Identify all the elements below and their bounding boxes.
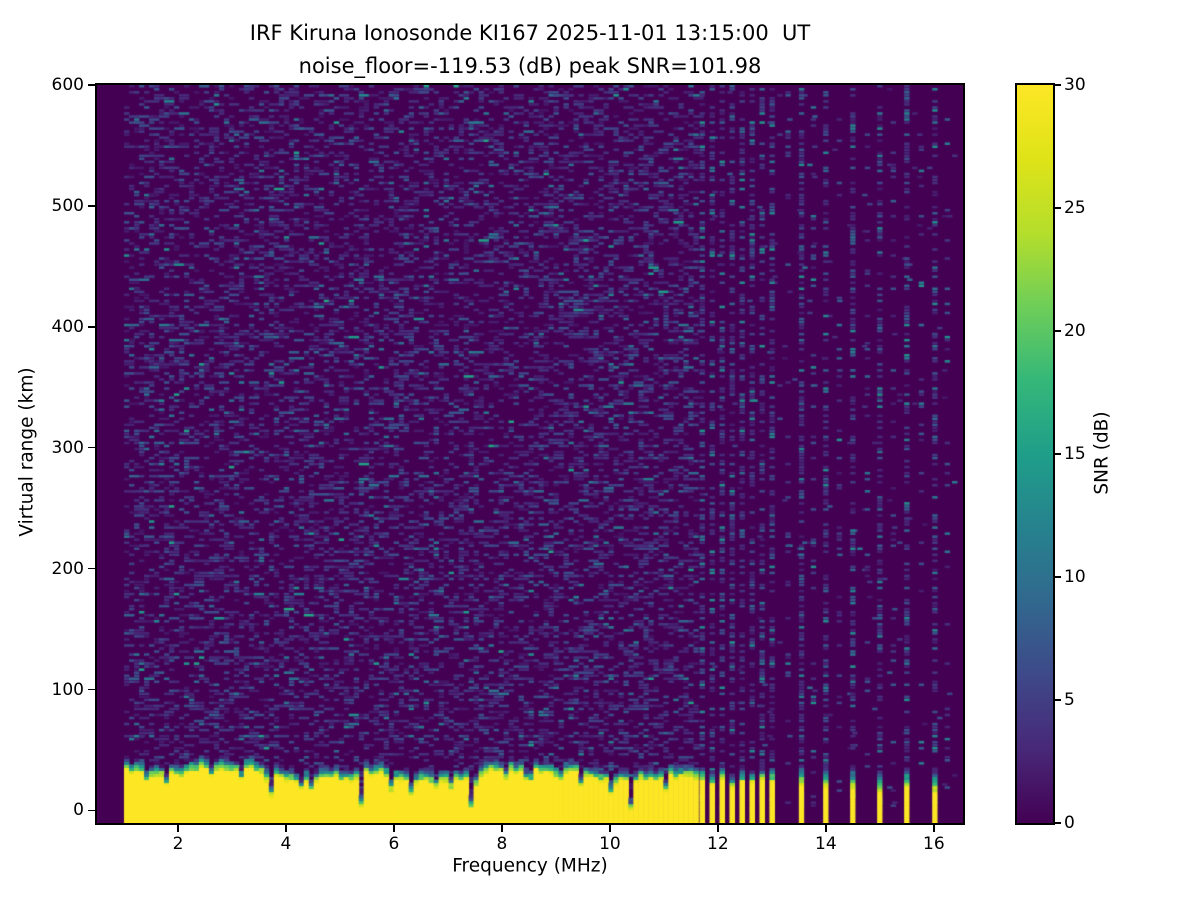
- x-tick-mark: [933, 825, 935, 832]
- colorbar-tick-mark: [1055, 699, 1061, 701]
- y-tick-label: 400: [51, 316, 84, 337]
- y-tick-mark: [88, 688, 95, 691]
- y-tick-label: 100: [51, 679, 84, 700]
- colorbar-tick-label: 0: [1064, 813, 1075, 833]
- y-tick-mark: [88, 205, 95, 207]
- x-tick-mark: [501, 825, 503, 832]
- x-tick-mark: [717, 825, 719, 832]
- x-tick-mark: [285, 825, 287, 832]
- colorbar-tick-label: 15: [1064, 444, 1086, 464]
- y-tick-mark: [88, 567, 95, 570]
- colorbar-tick-label: 30: [1064, 75, 1086, 95]
- y-tick-label: 600: [51, 75, 84, 95]
- colorbar-tick-label: 10: [1064, 567, 1086, 587]
- y-tick-label: 500: [51, 195, 84, 216]
- y-tick-label: 200: [51, 558, 84, 579]
- colorbar-tick-mark: [1055, 453, 1061, 455]
- colorbar-tick-mark: [1055, 84, 1061, 86]
- x-axis-label: Frequency (MHz): [452, 855, 608, 877]
- ionogram-heatmap: [97, 85, 963, 823]
- x-tick-label: 8: [496, 834, 508, 854]
- x-tick-mark: [393, 825, 395, 832]
- x-tick-label: 12: [707, 834, 729, 854]
- x-tick-label: 6: [388, 834, 400, 854]
- x-tick-mark: [609, 825, 611, 832]
- x-tick-label: 10: [599, 834, 621, 854]
- y-tick-mark: [88, 809, 95, 812]
- x-tick-label: 2: [172, 834, 184, 854]
- x-tick-mark: [177, 825, 179, 832]
- plot-area: [95, 83, 965, 825]
- y-tick-label: 0: [73, 800, 84, 821]
- y-tick-mark: [88, 446, 95, 449]
- colorbar-label: SNR (dB): [1091, 411, 1113, 495]
- colorbar-tick-label: 25: [1064, 198, 1086, 218]
- chart-title: IRF Kiruna Ionosonde KI167 2025-11-01 13…: [249, 21, 811, 45]
- x-tick-label: 4: [280, 834, 292, 854]
- x-tick-mark: [825, 825, 827, 832]
- colorbar-tick-label: 5: [1064, 690, 1075, 710]
- colorbar-tick-label: 20: [1064, 321, 1086, 341]
- x-tick-label: 16: [923, 834, 945, 854]
- colorbar-tick-mark: [1055, 207, 1061, 209]
- y-tick-mark: [88, 84, 95, 86]
- colorbar-tick-mark: [1055, 330, 1061, 332]
- y-tick-mark: [88, 326, 95, 328]
- x-tick-label: 14: [815, 834, 837, 854]
- colorbar: [1015, 83, 1055, 825]
- colorbar-tick-mark: [1055, 576, 1061, 578]
- chart-subtitle: noise_floor=-119.53 (dB) peak SNR=101.98: [298, 54, 762, 78]
- colorbar-tick-mark: [1055, 822, 1061, 824]
- y-tick-label: 300: [51, 437, 84, 458]
